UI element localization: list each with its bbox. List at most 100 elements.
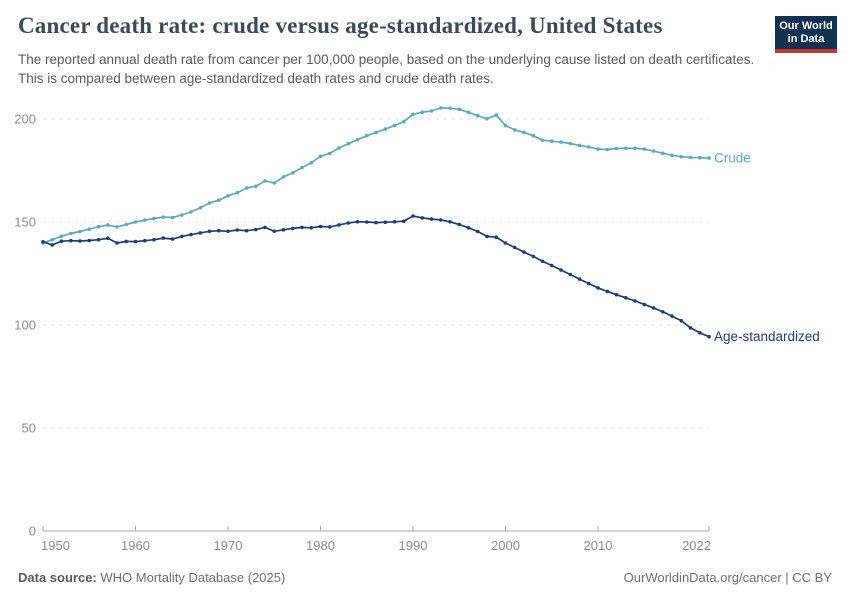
series-label-crude: Crude — [714, 151, 751, 166]
age-standardized-point-1973 — [254, 227, 258, 232]
crude-point-1964 — [170, 215, 175, 220]
crude-point-1967 — [198, 206, 203, 210]
crude-point-2017 — [661, 151, 665, 155]
x-tick-label-2000: 2000 — [491, 538, 520, 553]
crude-point-1959 — [124, 222, 129, 227]
crude-point-1956 — [96, 224, 101, 229]
age-standardized-point-2002 — [522, 250, 526, 254]
age-standardized-point-1959 — [124, 239, 129, 244]
crude-point-1980 — [318, 154, 323, 159]
age-standardized-point-1990 — [411, 214, 415, 218]
crude-point-2020 — [688, 155, 693, 160]
crude-point-1995 — [457, 107, 462, 112]
crude-point-1986 — [374, 130, 378, 135]
data-source-text: WHO Mortality Database (2025) — [96, 570, 286, 585]
crude-point-1962 — [152, 216, 156, 221]
crude-point-1991 — [420, 110, 425, 114]
age-standardized-point-2003 — [531, 254, 536, 259]
crude-point-1981 — [328, 151, 332, 156]
age-standardized-point-2018 — [670, 314, 674, 318]
age-standardized-point-1950 — [41, 240, 45, 244]
crude-point-2011 — [605, 147, 610, 152]
age-standardized-point-1992 — [429, 217, 434, 221]
age-standardized-point-1975 — [272, 229, 277, 234]
age-standardized-point-1969 — [217, 228, 221, 233]
age-standardized-point-2017 — [661, 310, 665, 314]
age-standardized-point-1996 — [466, 226, 471, 230]
age-standardized-point-1982 — [337, 223, 341, 227]
age-standardized-point-2009 — [587, 281, 591, 286]
age-standardized-point-2021 — [698, 331, 702, 335]
crude-point-1983 — [346, 141, 351, 146]
crude-point-1953 — [69, 231, 73, 236]
age-standardized-point-2006 — [559, 268, 563, 272]
crude-point-1963 — [161, 215, 166, 219]
crude-point-2012 — [614, 146, 619, 151]
age-standardized-point-1953 — [69, 238, 73, 243]
y-tick-label-100: 100 — [14, 318, 36, 333]
age-standardized-point-2016 — [651, 306, 656, 310]
age-standardized-point-1999 — [494, 235, 499, 239]
logo-line-2: in Data — [787, 33, 825, 45]
crude-point-1973 — [254, 184, 258, 188]
crude-point-1951 — [50, 237, 55, 242]
age-standardized-point-1955 — [87, 238, 92, 243]
crude-point-2008 — [577, 143, 582, 148]
crude-point-1965 — [180, 213, 184, 217]
crude-point-1976 — [281, 175, 286, 179]
crude-point-1970 — [226, 194, 230, 198]
age-standardized-point-1956 — [96, 237, 101, 242]
crude-point-2002 — [522, 130, 526, 135]
age-standardized-point-1979 — [309, 226, 314, 230]
crude-point-1961 — [143, 218, 147, 222]
age-standardized-point-1991 — [420, 216, 425, 220]
crude-point-2013 — [624, 146, 628, 151]
age-standardized-point-1977 — [291, 226, 295, 231]
age-standardized-point-1972 — [244, 228, 249, 233]
age-standardized-point-1986 — [374, 220, 378, 225]
crude-point-1977 — [291, 171, 295, 175]
crude-point-1987 — [383, 127, 388, 131]
chart-footer: Data source: WHO Mortality Database (202… — [18, 570, 832, 585]
age-standardized-point-2011 — [605, 289, 610, 294]
age-standardized-point-1998 — [485, 234, 489, 239]
age-standardized-line-series — [42, 215, 710, 338]
age-standardized-point-1961 — [143, 238, 147, 243]
crude-point-1971 — [235, 190, 240, 195]
credit-link[interactable]: OurWorldinData.org/cancer | CC BY — [623, 570, 832, 585]
age-standardized-point-2022 — [707, 334, 711, 339]
age-standardized-point-2015 — [642, 302, 647, 307]
y-tick-label-50: 50 — [22, 421, 36, 436]
chart-canvas: 0 50 100 150 200 1950 1960 1970 1980 1990 2000 2010… — [14, 106, 820, 553]
age-standardized-point-1984 — [355, 220, 360, 224]
age-standardized-point-1983 — [346, 221, 351, 225]
crude-point-1968 — [207, 201, 212, 205]
crude-point-1999 — [494, 113, 499, 117]
page-title: Cancer death rate: crude versus age-stan… — [18, 13, 663, 38]
crude-point-1975 — [272, 181, 277, 185]
series-label-age-standardized: Age-standardized — [714, 329, 820, 344]
age-standardized-point-1985 — [365, 220, 369, 224]
age-standardized-point-1960 — [133, 239, 138, 244]
crude-point-1974 — [263, 179, 267, 183]
age-standardized-point-2000 — [503, 241, 508, 245]
age-standardized-point-1971 — [235, 228, 240, 232]
data-source: Data source: WHO Mortality Database (202… — [18, 570, 285, 585]
age-standardized-point-2019 — [679, 318, 684, 323]
logo-line-1: Our World — [779, 20, 833, 32]
crude-point-2021 — [698, 155, 702, 160]
crude-point-1992 — [429, 109, 434, 113]
x-tick-label-1980: 1980 — [306, 538, 335, 553]
age-standardized-point-1980 — [318, 224, 323, 229]
age-standardized-point-1976 — [281, 228, 286, 232]
age-standardized-point-1954 — [78, 239, 82, 243]
crude-point-1988 — [392, 123, 397, 128]
crude-point-2009 — [587, 145, 591, 149]
age-standardized-point-1965 — [180, 234, 184, 239]
y-tick-label-150: 150 — [14, 215, 36, 230]
crude-point-1998 — [485, 117, 489, 121]
crude-point-2004 — [540, 138, 545, 142]
age-standardized-point-2014 — [633, 299, 637, 303]
crude-point-1993 — [439, 106, 443, 110]
